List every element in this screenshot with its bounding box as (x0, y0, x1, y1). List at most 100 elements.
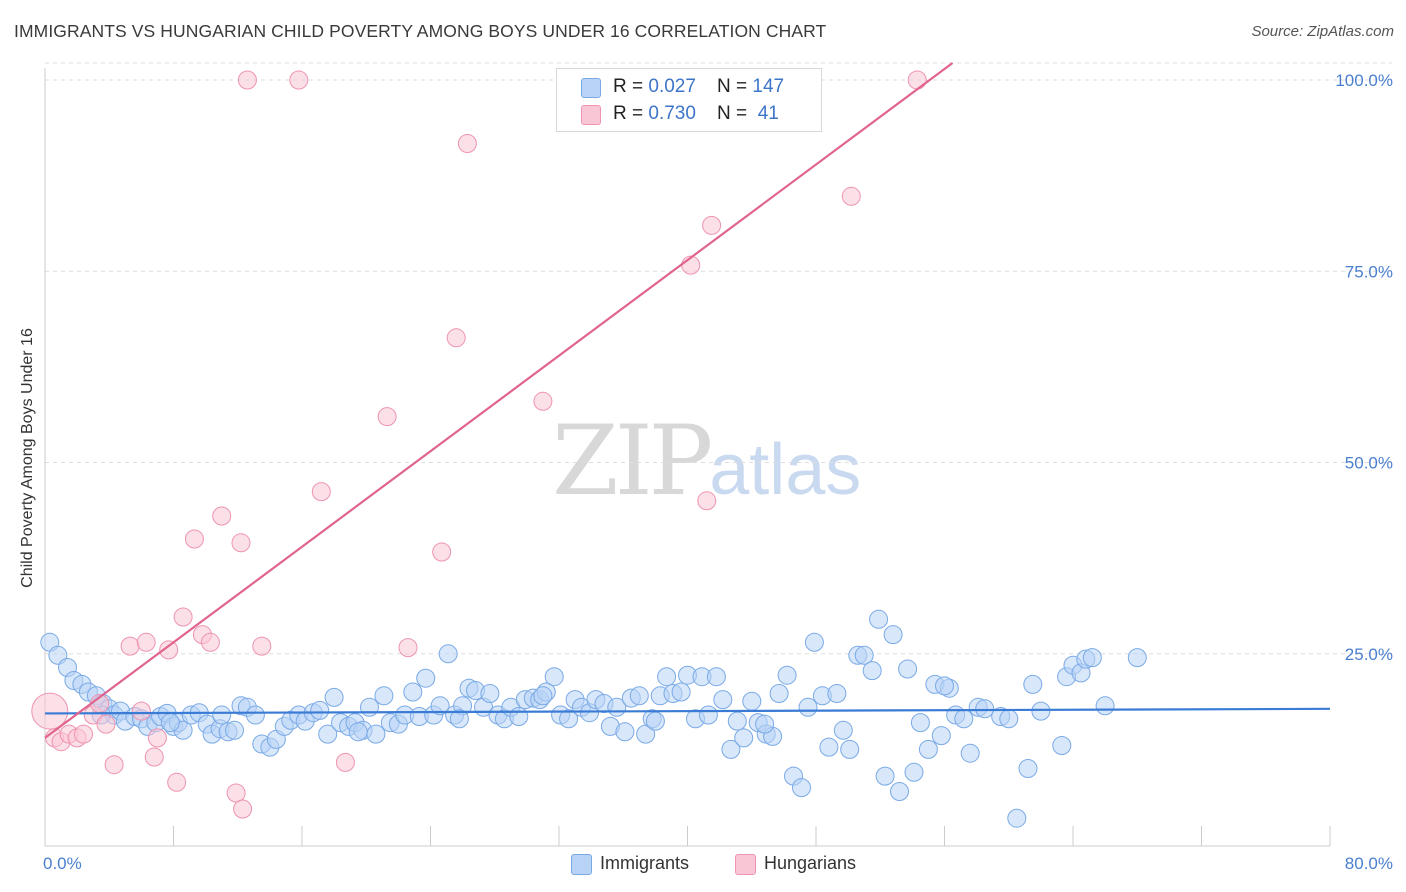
hungarian-point (184, 529, 204, 549)
immigrant-point (225, 720, 244, 740)
immigrant-point (727, 711, 747, 731)
r-value-immigrants: 0.027 (648, 76, 696, 97)
hungarian-point (697, 491, 717, 511)
immigrant-point (862, 661, 882, 681)
hungarian-point (377, 407, 397, 427)
immigrant-point (1007, 808, 1027, 828)
immigrant-point (416, 668, 436, 688)
immigrant-point (769, 684, 789, 703)
hungarian-point (226, 783, 246, 803)
y-tick-label: 100.0% (1335, 71, 1393, 90)
immigrant-point (544, 667, 564, 687)
hungarian-point (237, 70, 257, 90)
immigrant-point (869, 609, 889, 629)
immigrant-point (1127, 648, 1147, 668)
hungarian-point (432, 542, 452, 562)
immigrant-point (840, 739, 860, 759)
immigrant-point (449, 709, 469, 729)
n-value-hungarians: 41 (752, 103, 779, 124)
immigrant-point (430, 696, 450, 716)
hungarian-point (167, 772, 187, 792)
immigrant-point (403, 682, 423, 702)
immigrant-point (898, 659, 918, 679)
hungarian-point (231, 533, 251, 553)
immigrant-point (931, 726, 951, 746)
hungarians-swatch (581, 105, 601, 125)
hungarian-point (289, 70, 309, 90)
y-tick-label: 75.0% (1345, 262, 1393, 281)
hungarian-point (200, 632, 220, 652)
hungarian-point (120, 636, 140, 656)
immigrant-point (615, 722, 635, 742)
tick-labels: 25.0% 50.0% 75.0% 100.0% 0.0% 80.0% (43, 71, 1393, 873)
hungarian-point (212, 506, 232, 526)
hungarian-point (159, 640, 179, 660)
x-tick-label-max: 80.0% (1345, 854, 1393, 873)
r-label: R = (613, 103, 649, 124)
hungarian-point (252, 636, 272, 656)
immigrant-point (721, 739, 741, 759)
r-label: R = (613, 76, 649, 97)
immigrant-point (827, 684, 847, 703)
immigrant-point (480, 684, 500, 703)
hungarian-point (136, 632, 156, 652)
immigrant-point (734, 728, 754, 748)
immigrants-trend-line (44, 707, 1331, 715)
immigrant-point (904, 762, 924, 782)
immigrant-point (360, 697, 379, 717)
immigrant-point (910, 713, 930, 733)
immigrant-point (713, 690, 733, 710)
hungarian-point (147, 728, 167, 748)
n-label: N = (717, 76, 753, 97)
immigrant-point (671, 682, 691, 702)
hungarian-point (398, 638, 418, 658)
immigrant-point (533, 686, 553, 706)
immigrant-point (792, 778, 811, 798)
immigrant-point (657, 667, 677, 687)
x-tick-label-min: 0.0% (43, 854, 82, 873)
chart-title: IMMIGRANTS VS HUNGARIAN CHILD POVERTY AM… (14, 21, 827, 41)
n-value-immigrants: 147 (752, 76, 785, 97)
immigrant-point (1023, 674, 1043, 694)
immigrant-point (1082, 648, 1102, 668)
immigrant-point (975, 699, 995, 719)
hungarian-point (74, 724, 93, 744)
hungarian-point (311, 482, 331, 502)
n-label: N = (717, 103, 753, 124)
y-tick-label: 25.0% (1345, 645, 1393, 664)
immigrant-point (212, 705, 232, 725)
grid-lines (45, 62, 1392, 655)
immigrant-point (804, 632, 824, 652)
immigrant-point (245, 705, 265, 725)
hungarian-point (31, 692, 69, 730)
y-tick-label: 50.0% (1345, 454, 1393, 473)
legend-immigrants-text: R = 0.027 N = 147 (613, 76, 784, 98)
immigrant-point (1052, 736, 1072, 755)
immigrant-point (755, 714, 775, 734)
immigrant-point (348, 722, 368, 742)
hungarian-point (335, 752, 355, 772)
immigrant-point (706, 667, 726, 687)
immigrant-point (833, 720, 853, 740)
hungarian-point (173, 607, 193, 627)
immigrant-point (918, 739, 938, 759)
immigrant-point (1095, 696, 1115, 716)
immigrant-point (1018, 759, 1038, 778)
immigrant-point (366, 724, 386, 744)
immigrant-point (954, 709, 974, 729)
immigrant-point (698, 705, 718, 725)
immigrant-point (1031, 701, 1051, 721)
immigrant-point (999, 709, 1019, 729)
trend-lines (44, 62, 1331, 739)
hungarians-legend-swatch (735, 854, 756, 875)
hungarian-point (96, 714, 116, 734)
immigrant-point (629, 686, 649, 706)
hungarians-points (31, 70, 927, 819)
hungarian-point (446, 328, 466, 348)
hungarian-point (841, 186, 861, 206)
immigrant-point (324, 687, 344, 707)
correlation-legend: R = 0.027 N = 147 R = 0.730 N = 41 (556, 68, 822, 132)
immigrant-point (819, 737, 839, 757)
immigrant-point (935, 676, 954, 696)
